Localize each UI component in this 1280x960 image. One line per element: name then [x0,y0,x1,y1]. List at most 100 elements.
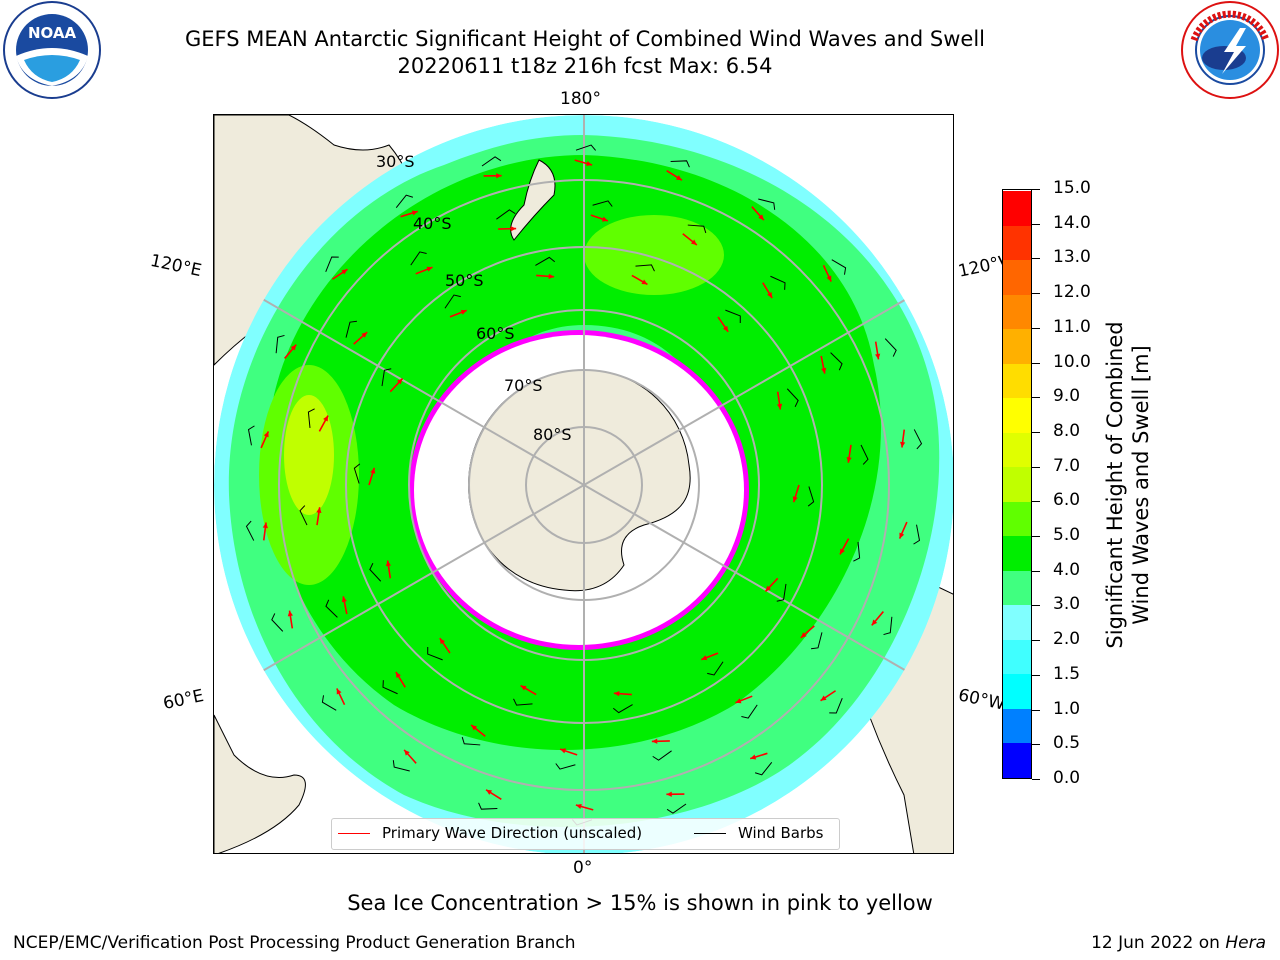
colorbar-tick-label: 2.0 [1053,629,1081,650]
wind-barb [325,599,338,618]
wave-arrow-head [496,173,502,179]
wave-arrow-head [395,671,401,678]
lat-label-40s: 40°S [413,214,452,233]
sea-ice-note: Sea Ice Concentration > 15% is shown in … [347,891,933,915]
wind-barb [652,750,672,761]
wind-barb [321,695,337,711]
wind-barb [271,613,284,632]
colorbar-tick-label: 0.0 [1053,768,1081,788]
wave-arrow-head [520,685,527,691]
wind-barb [884,338,897,357]
wave-arrow-head [316,507,322,514]
wave-arrow-head [287,610,293,617]
wave-arrow-head [701,655,708,661]
chart-subtitle: 20220611 t18z 216h fcst Max: 6.54 [397,54,773,78]
wave-arrow-head [336,688,342,695]
wind-barb [811,632,823,650]
colorbar-tick-label: 1.5 [1053,663,1081,684]
map-canvas [214,115,953,853]
wind-barb [786,388,799,408]
colorbar-segment [1003,397,1031,433]
wave-arrow-head [385,560,392,567]
wave-arrow-head [641,279,648,285]
wave-arrow-head [750,754,757,760]
wind-barb [666,803,687,814]
wind-barb [830,352,843,371]
colorbar-segment [1003,570,1031,606]
wind-barb [481,156,502,167]
colorbar-segment [1003,190,1031,226]
wind-barb [299,505,308,526]
wind-barb [913,429,923,450]
wave-arrow-head [776,403,783,410]
wave-arrow-head [666,791,672,797]
wave-arrow-head [575,803,582,810]
wave-arrow-head [548,273,555,279]
meridian-60e [214,484,585,700]
wind-barb [635,264,655,272]
colorbar-segment [1003,535,1031,571]
wind-barb [807,486,815,507]
wave-arrow-head [765,585,772,592]
wind-barb [345,320,357,338]
meridian-60w [583,484,953,700]
wind-barb [496,209,516,220]
colorbar-tick [1032,605,1040,607]
polar-map: 30°S 40°S 50°S 60°S 70°S 80°S [213,114,954,854]
wave-patch-6m [284,395,334,515]
colorbar-tick-label: 8.0 [1053,420,1081,441]
colorbar-tick [1032,674,1040,676]
colorbar-tick [1032,570,1040,572]
colorbar-tick-label: 4.0 [1053,559,1081,580]
wind-barb [913,524,921,545]
wind-barb [883,616,893,636]
colorbar-tick [1032,466,1040,468]
colorbar-tick-label: 12.0 [1053,282,1091,303]
wind-barb [612,704,633,714]
wave-arrow-head [800,632,807,638]
wave-arrow-head [341,269,348,275]
colorbar-tick-label: 15.0 [1053,178,1091,198]
wave-arrow-head [767,292,773,299]
colorbar-title-line2: Wind Waves and Swell [m] [1129,345,1153,625]
wind-barb [478,802,498,810]
wave-arrow-head [900,441,906,448]
colorbar-tick-label: 7.0 [1053,455,1081,476]
lat-label-30s: 30°S [376,152,415,171]
legend-item-barb: Wind Barbs [694,824,823,842]
wind-barb [776,583,787,602]
wave-arrow-head [690,239,697,245]
wind-barb [382,680,398,695]
wave-arrow-head [510,226,517,232]
wind-barb [513,698,533,706]
lon-label-120e: 120°E [148,250,204,282]
wind-barb [831,259,847,275]
wave-arrow-head [396,378,403,385]
colorbar-segment [1003,708,1031,744]
wind-barb [725,309,741,323]
wave-arrow-head [404,749,410,756]
wind-barb [860,444,869,465]
legend-item-wave: Primary Wave Direction (unscaled) [338,824,642,842]
wind-barb [444,294,461,309]
wind-barb [381,368,392,387]
colorbar-tick-label: 11.0 [1053,316,1091,337]
wave-arrow-head [651,738,658,744]
wave-arrow-head [601,216,608,222]
wind-barb [829,697,843,714]
colorbar-tick-label: 5.0 [1053,525,1081,546]
colorbar-segment [1003,225,1031,261]
wave-arrow-head [262,522,268,529]
wind-barb [670,160,690,168]
wave-patch-5m-north [584,215,724,295]
map-legend: Primary Wave Direction (unscaled) Wind B… [331,818,840,850]
wave-arrow-head [675,175,682,181]
wind-barb [754,762,773,776]
chart-title: GEFS MEAN Antarctic Significant Height o… [184,27,986,51]
wave-arrow-head [471,725,478,731]
footer-host: Hera [1225,933,1266,953]
wind-barb [770,275,786,290]
wave-arrow-head [341,596,347,603]
colorbar-tick [1032,223,1040,225]
wave-arrow-head [722,325,729,332]
